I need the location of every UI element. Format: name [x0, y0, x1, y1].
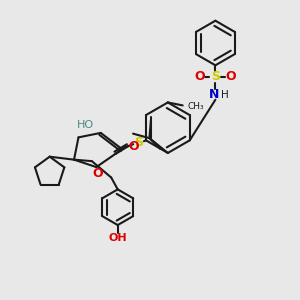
- Text: N: N: [209, 88, 219, 101]
- Text: S: S: [134, 136, 143, 149]
- Text: H: H: [221, 90, 229, 100]
- Text: S: S: [211, 70, 220, 83]
- Text: HO: HO: [77, 120, 94, 130]
- Text: O: O: [92, 167, 103, 179]
- Text: O: O: [195, 70, 205, 83]
- Text: CH₃: CH₃: [188, 102, 204, 111]
- Text: OH: OH: [108, 233, 127, 243]
- Text: O: O: [128, 140, 139, 153]
- Text: O: O: [226, 70, 236, 83]
